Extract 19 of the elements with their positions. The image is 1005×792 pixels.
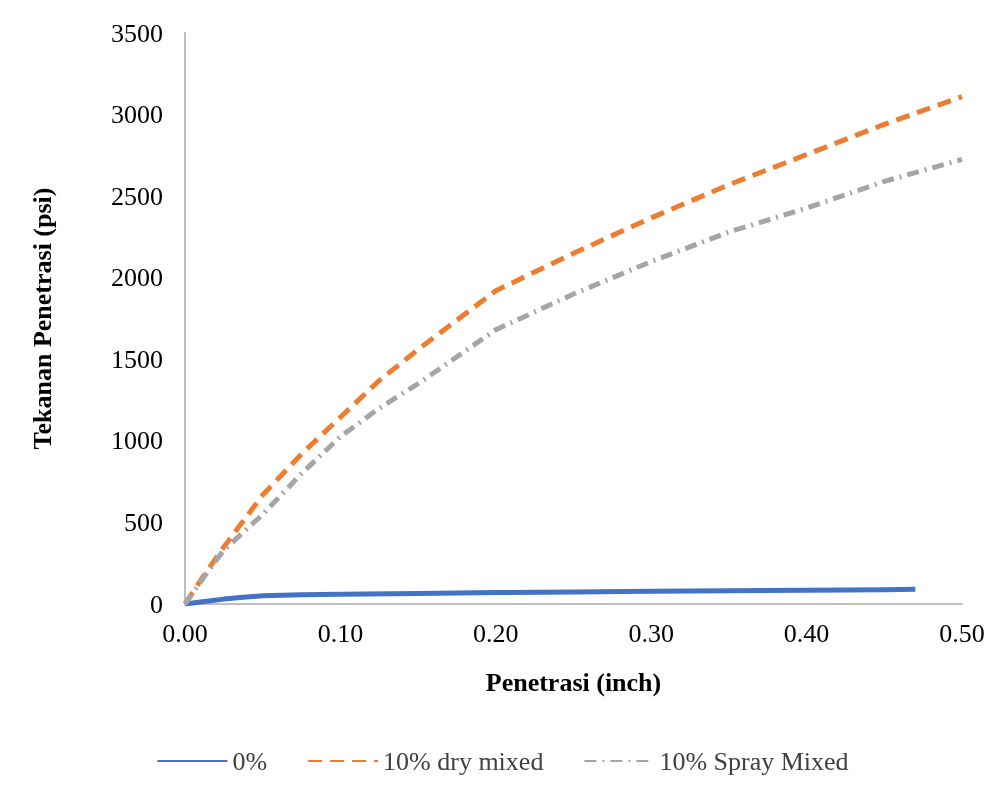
legend-label: 0% [232,746,268,776]
y-tick-label: 1500 [111,344,163,374]
legend-label: 10% Spray Mixed [659,746,849,776]
y-tick-label: 1000 [111,426,163,456]
y-tick-label: 2500 [111,181,163,211]
y-tick-label: 3500 [111,18,163,48]
y-tick-label: 0 [150,589,163,619]
x-tick-label: 0.30 [628,618,674,648]
y-tick-label: 500 [124,507,163,537]
x-tick-label: 0.10 [317,618,364,648]
x-tick-label: 0.20 [473,618,519,648]
x-tick-label: 0.50 [939,618,985,648]
x-tick-label: 0.40 [783,618,830,648]
y-tick-label: 2000 [111,263,163,293]
legend-label: 10% dry mixed [383,746,544,776]
x-tick-label: 0.00 [162,618,208,648]
x-axis-title: Penetrasi (inch) [485,667,662,697]
y-tick-label: 3000 [111,100,163,130]
y-axis-title: Tekanan Penetrasi (psi) [27,187,57,450]
